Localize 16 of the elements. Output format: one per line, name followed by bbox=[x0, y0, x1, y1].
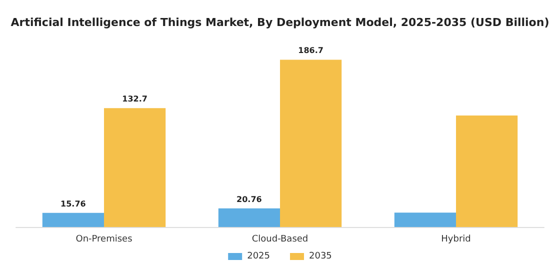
data-label: 20.76 bbox=[236, 194, 262, 204]
legend-label: 2025 bbox=[247, 252, 270, 262]
data-label: 15.76 bbox=[60, 199, 86, 208]
data-label: 186.7 bbox=[298, 46, 324, 56]
x-tick-label: Cloud-Based bbox=[252, 234, 308, 244]
x-tick-label: On-Premises bbox=[76, 234, 133, 244]
bar bbox=[104, 108, 166, 227]
bar bbox=[456, 115, 518, 227]
bar bbox=[218, 208, 280, 227]
bar bbox=[394, 212, 456, 227]
bar bbox=[280, 60, 342, 227]
x-tick-label: Hybrid bbox=[441, 234, 471, 244]
legend-label: 2035 bbox=[309, 252, 332, 262]
chart-title: Artificial Intelligence of Things Market, By Deployment Model, 2025-2035 (USD Billion) bbox=[10, 16, 550, 29]
bar bbox=[42, 212, 104, 227]
data-label: 132.7 bbox=[122, 94, 148, 104]
